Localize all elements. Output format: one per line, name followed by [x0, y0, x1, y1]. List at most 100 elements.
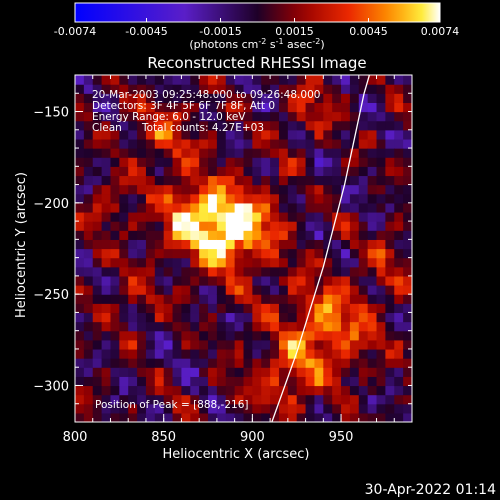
- heatmap-cell: [234, 294, 245, 304]
- heatmap-cell: [225, 221, 236, 231]
- heatmap-cell: [358, 367, 369, 377]
- heatmap-cell: [128, 257, 138, 268]
- heatmap-cell: [270, 385, 280, 396]
- heatmap-cell: [75, 129, 85, 140]
- heatmap-cell: [172, 184, 183, 195]
- heatmap-cell: [145, 157, 156, 167]
- heatmap-cell: [181, 321, 191, 332]
- heatmap-cell: [101, 202, 112, 213]
- heatmap-cell: [208, 248, 218, 259]
- heatmap-cell: [128, 193, 138, 204]
- method-text: Clean: [92, 122, 122, 134]
- heatmap-cell: [181, 120, 191, 131]
- heatmap-cell: [332, 138, 342, 149]
- heatmap-cell: [349, 312, 360, 323]
- heatmap-cell: [83, 367, 94, 377]
- heatmap-cell: [252, 93, 262, 103]
- heatmap-cell: [278, 394, 289, 405]
- heatmap-cell: [323, 294, 333, 304]
- heatmap-cell: [305, 211, 316, 222]
- heatmap-cell: [270, 239, 280, 250]
- heatmap-cell: [128, 138, 138, 149]
- heatmap-cell: [270, 358, 280, 368]
- heatmap-cell: [199, 184, 209, 195]
- heatmap-cell: [154, 84, 165, 94]
- heatmap-cell: [172, 348, 183, 359]
- heatmap-cell: [376, 84, 386, 94]
- heatmap-cell: [252, 75, 262, 85]
- heatmap-cell: [367, 321, 378, 332]
- heatmap-cell: [270, 221, 280, 231]
- heatmap-cell: [234, 339, 245, 350]
- heatmap-cell: [154, 394, 165, 405]
- heatmap-cell: [323, 175, 333, 186]
- heatmap-cell: [110, 248, 120, 259]
- colorbar-unit-label: (photons cm-2 s-1 asec-2): [189, 37, 324, 51]
- heatmap-cell: [403, 175, 412, 186]
- heatmap-cell: [358, 294, 369, 304]
- heatmap-cell: [199, 230, 209, 240]
- heatmap-cell: [349, 102, 360, 113]
- heatmap-cell: [190, 211, 200, 222]
- heatmap-cell: [145, 358, 156, 368]
- heatmap-cell: [358, 403, 369, 414]
- heatmap-cell: [367, 221, 378, 231]
- colorbar-gradient: [74, 2, 441, 23]
- heatmap-cell: [190, 157, 200, 167]
- heatmap-cell: [261, 175, 271, 186]
- heatmap-cell: [270, 111, 280, 122]
- heatmap-cell: [385, 148, 395, 158]
- heatmap-cell: [367, 275, 378, 286]
- heatmap-cell: [341, 348, 351, 359]
- heatmap-cell: [385, 266, 395, 277]
- heatmap-cell: [145, 303, 156, 314]
- heatmap-cell: [110, 230, 120, 240]
- heatmap-cell: [403, 129, 412, 140]
- heatmap-cell: [367, 412, 378, 422]
- heatmap-cell: [296, 412, 307, 422]
- heatmap-cell: [323, 358, 333, 368]
- heatmap-cell: [216, 348, 227, 359]
- heatmap-cell: [92, 358, 103, 368]
- heatmap-cell: [323, 257, 333, 268]
- heatmap-cell: [75, 321, 85, 332]
- heatmap-cell: [75, 275, 85, 286]
- heatmap-cell: [145, 321, 156, 332]
- heatmap-cell: [190, 294, 200, 304]
- heatmap-cell: [332, 120, 342, 131]
- heatmap-cell: [243, 394, 253, 405]
- heatmap-cell: [216, 148, 227, 158]
- heatmap-cell: [190, 321, 200, 332]
- heatmap-cell: [296, 266, 307, 277]
- heatmap-cell: [216, 111, 227, 122]
- heatmap-cell: [314, 120, 324, 131]
- heatmap-cell: [154, 385, 165, 396]
- heatmap-cell: [101, 184, 112, 195]
- heatmap-cell: [181, 166, 191, 177]
- heatmap-cell: [216, 358, 227, 368]
- heatmap-cell: [287, 184, 298, 195]
- heatmap-cell: [92, 111, 103, 122]
- colorbar-tick-label: 0.0045: [349, 25, 388, 38]
- heatmap-cell: [181, 257, 191, 268]
- heatmap-cell: [190, 175, 200, 186]
- heatmap-cell: [270, 138, 280, 149]
- heatmap-cell: [154, 239, 165, 250]
- heatmap-cell: [101, 211, 112, 222]
- heatmap-cell: [234, 221, 245, 231]
- heatmap-cell: [270, 330, 280, 341]
- heatmap-cell: [137, 211, 147, 222]
- colorbar-tick-label: -0.0015: [199, 25, 241, 38]
- heatmap-cell: [225, 303, 236, 314]
- heatmap-cell: [110, 367, 120, 377]
- heatmap-cell: [154, 166, 165, 177]
- heatmap-cell: [323, 367, 333, 377]
- heatmap-cell: [208, 376, 218, 387]
- heatmap-cell: [181, 403, 191, 414]
- heatmap-cell: [349, 294, 360, 304]
- heatmap-cell: [385, 211, 395, 222]
- heatmap-cell: [190, 367, 200, 377]
- heatmap-cell: [225, 202, 236, 213]
- heatmap-cell: [234, 348, 245, 359]
- heatmap-cell: [119, 148, 129, 158]
